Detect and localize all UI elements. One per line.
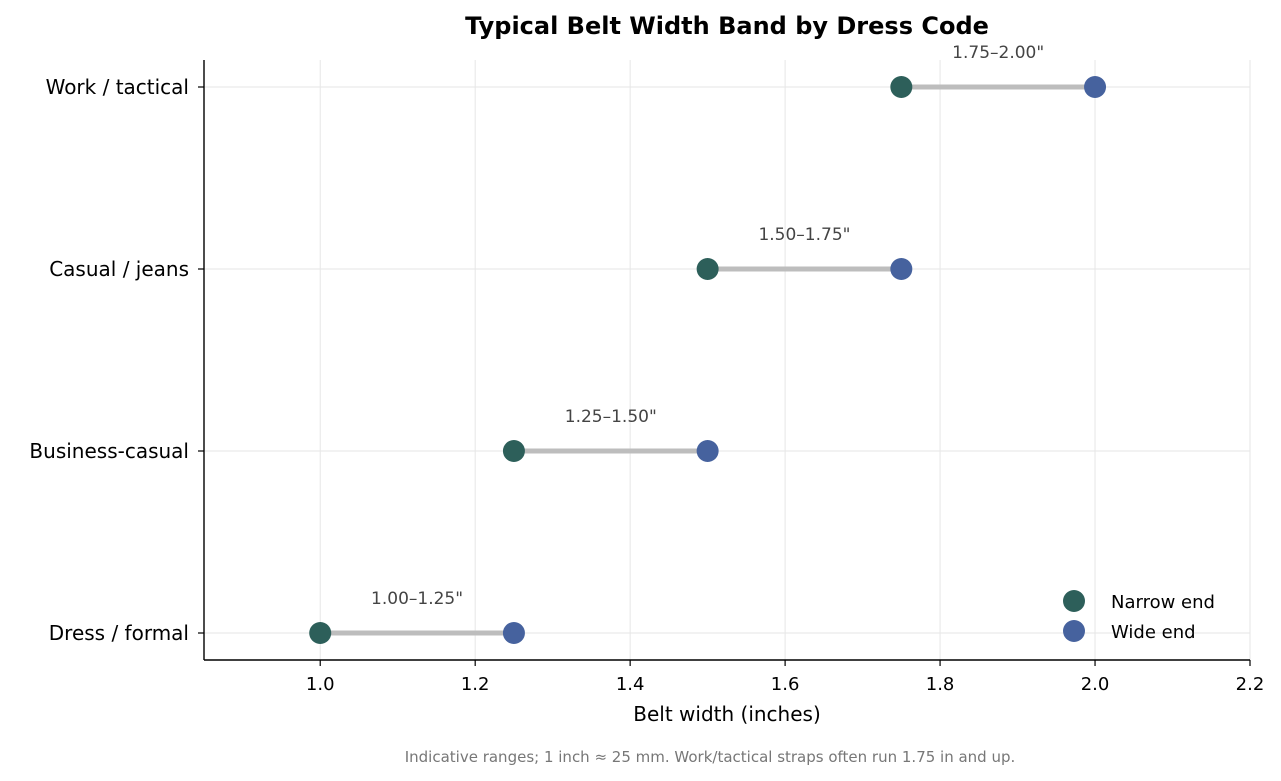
- x-tick-label: 1.2: [461, 674, 490, 695]
- narrow-end-point: [890, 76, 913, 98]
- x-tick-label: 2.0: [1081, 674, 1110, 695]
- category-label: Dress / formal: [49, 621, 189, 645]
- range-label: 1.50–1.75": [758, 225, 850, 245]
- range-label: 1.25–1.50": [565, 407, 657, 427]
- category-label: Casual / jeans: [49, 257, 189, 281]
- axes: 1.0 1.2 1.4 1.6 1.8 2.0 2.2 Work / tactical Casu…: [29, 60, 1264, 695]
- category-label: Business-casual: [29, 439, 189, 463]
- narrow-end-point: [309, 622, 332, 644]
- range-label: 1.00–1.25": [371, 589, 463, 609]
- legend-label: Wide end: [1111, 622, 1196, 643]
- x-tick-label: 1.4: [616, 674, 645, 695]
- wide-end-point: [890, 258, 913, 280]
- x-tick-label: 2.2: [1236, 674, 1265, 695]
- legend-marker: [1063, 590, 1085, 612]
- legend: Narrow end Wide end: [1063, 590, 1215, 643]
- wide-end-point: [1084, 76, 1107, 98]
- data-marks: 1.75–2.00" 1.50–1.75" 1.25–1.50" 1.00–1.25": [309, 43, 1107, 644]
- footnote: Indicative ranges; 1 inch ≈ 25 mm. Work/…: [405, 748, 1016, 766]
- x-axis-label: Belt width (inches): [633, 702, 821, 726]
- wide-end-point: [502, 622, 525, 644]
- legend-label: Narrow end: [1111, 592, 1215, 613]
- x-tick-label: 1.6: [771, 674, 800, 695]
- chart-title: Typical Belt Width Band by Dress Code: [465, 12, 989, 40]
- wide-end-point: [696, 440, 719, 462]
- x-tick-label: 1.8: [926, 674, 955, 695]
- range-label: 1.75–2.00": [952, 43, 1044, 63]
- grid: [204, 60, 1251, 660]
- narrow-end-point: [696, 258, 719, 280]
- x-tick-label: 1.0: [306, 674, 335, 695]
- narrow-end-point: [502, 440, 525, 462]
- category-label: Work / tactical: [46, 75, 189, 99]
- legend-marker: [1063, 620, 1085, 642]
